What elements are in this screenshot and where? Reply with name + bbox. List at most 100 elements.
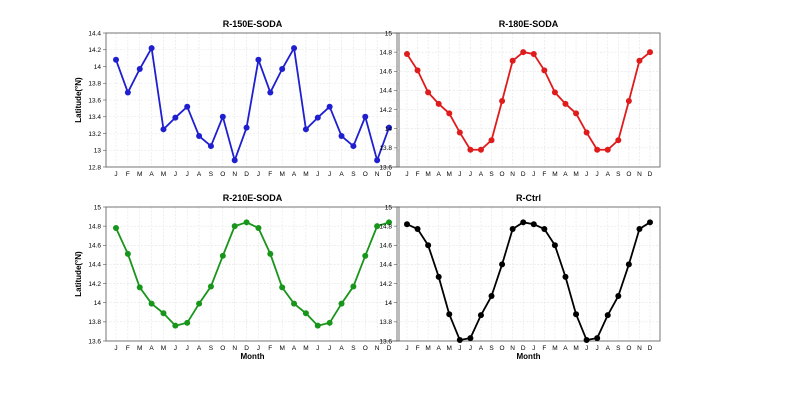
data-point [615, 137, 622, 144]
x-tick-label: M [161, 171, 166, 178]
x-tick-label: D [648, 171, 653, 178]
y-tick-label: 13.8 [379, 319, 392, 326]
x-tick-label: J [316, 345, 319, 352]
x-tick-label: N [232, 345, 237, 352]
data-point [255, 56, 262, 63]
y-tick-label: 13.2 [88, 131, 101, 138]
data-point [374, 223, 381, 230]
x-tick-label: J [186, 171, 189, 178]
x-tick-label: S [616, 345, 621, 352]
data-point [604, 146, 611, 153]
x-tick-label: M [447, 345, 452, 352]
x-tick-label: O [220, 345, 225, 352]
chart-title: R-210E-SODA [223, 193, 283, 203]
x-tick-label: A [197, 171, 202, 178]
data-point [196, 300, 203, 307]
y-tick-label: 14.2 [88, 47, 101, 54]
data-point [148, 45, 155, 52]
data-point [530, 221, 537, 228]
x-tick-label: A [437, 345, 442, 352]
data-point [562, 100, 569, 107]
x-tick-label: J [257, 345, 260, 352]
x-tick-label: D [387, 345, 392, 352]
data-point [291, 45, 298, 52]
x-tick-label: D [521, 345, 526, 352]
x-tick-label: N [375, 171, 380, 178]
data-point [647, 49, 653, 56]
x-tick-label: J [328, 345, 331, 352]
x-tick-label: M [161, 345, 166, 352]
data-point [326, 103, 333, 110]
data-point [488, 293, 495, 300]
x-tick-label: J [186, 345, 189, 352]
data-point [113, 56, 119, 63]
x-tick-label: M [447, 171, 452, 178]
x-tick-label: M [279, 171, 284, 178]
x-tick-label: A [563, 345, 568, 352]
data-point [414, 67, 421, 74]
x-tick-label: D [648, 345, 653, 352]
data-point [231, 157, 238, 164]
x-tick-label: A [292, 345, 297, 352]
x-tick-label: J [316, 171, 319, 178]
x-axis-label: Month [517, 352, 541, 361]
data-point [615, 293, 622, 300]
series-line [115, 47, 390, 162]
x-tick-label: M [573, 345, 578, 352]
data-point [386, 124, 392, 131]
data-point [314, 322, 321, 329]
y-tick-label: 14 [94, 300, 102, 307]
data-point [255, 225, 262, 232]
x-tick-label: A [606, 171, 611, 178]
data-point [425, 89, 432, 96]
x-tick-label: A [197, 345, 202, 352]
y-tick-label: 13.8 [88, 319, 101, 326]
x-tick-label: A [479, 171, 484, 178]
data-point [467, 335, 474, 342]
data-point [404, 221, 410, 228]
data-point [113, 225, 119, 232]
data-point [207, 283, 214, 290]
data-point [573, 311, 580, 318]
data-point [279, 66, 286, 73]
data-point [520, 49, 527, 56]
x-tick-label: J [596, 171, 599, 178]
data-point [583, 337, 590, 344]
y-tick-label: 14.4 [88, 262, 101, 269]
data-point [160, 126, 167, 133]
x-tick-label: J [458, 345, 461, 352]
x-tick-label: S [209, 171, 214, 178]
y-tick-label: 15 [385, 30, 393, 37]
x-tick-label: S [489, 345, 494, 352]
x-tick-label: J [405, 345, 408, 352]
data-point [520, 219, 527, 226]
x-tick-label: S [616, 171, 621, 178]
data-point [499, 261, 506, 268]
y-tick-label: 13.6 [88, 338, 101, 345]
data-point [404, 51, 410, 58]
data-point [647, 219, 653, 226]
x-tick-label: S [489, 171, 494, 178]
data-point [219, 252, 226, 259]
data-point [636, 226, 643, 233]
data-point [243, 124, 250, 131]
x-tick-label: M [573, 171, 578, 178]
data-point [184, 319, 191, 326]
x-tick-label: O [363, 171, 368, 178]
data-point [625, 261, 632, 268]
y-tick-label: 13 [94, 148, 102, 155]
x-tick-label: J [257, 171, 260, 178]
data-point [488, 137, 495, 144]
x-tick-label: F [542, 345, 546, 352]
y-tick-label: 14.8 [379, 49, 392, 56]
x-tick-label: J [114, 171, 117, 178]
y-tick-label: 14.6 [379, 69, 392, 76]
y-tick-label: 13.8 [88, 81, 101, 88]
x-tick-label: J [114, 345, 117, 352]
x-tick-label: A [437, 171, 442, 178]
x-tick-label: M [425, 345, 430, 352]
chart-title: R-180E-SODA [499, 19, 559, 29]
data-point [314, 114, 321, 121]
